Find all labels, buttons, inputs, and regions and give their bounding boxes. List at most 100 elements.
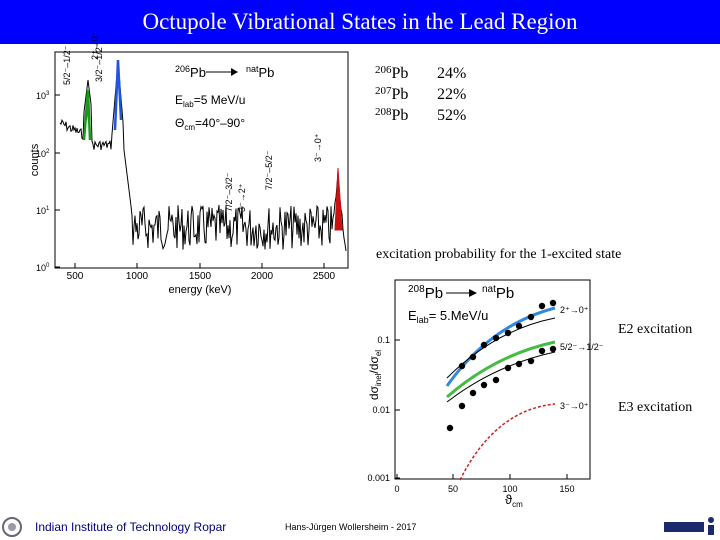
side-label: E2 excitation xyxy=(618,322,692,337)
data-point xyxy=(469,353,477,361)
base: 10 xyxy=(36,91,46,101)
data-point xyxy=(549,299,557,307)
reaction: 208Pb natPb xyxy=(408,284,514,302)
symbol: Pb xyxy=(496,285,514,302)
x-tick-label: 500 xyxy=(67,271,84,282)
sub: cm xyxy=(184,123,195,132)
peak-green xyxy=(82,89,92,141)
data-point xyxy=(458,362,466,370)
plot-frame xyxy=(394,279,591,480)
symbol: Pb xyxy=(190,65,206,80)
x-tick-label: 2500 xyxy=(313,271,336,282)
reaction: 206Pb natPb xyxy=(175,64,274,80)
mass: 207 xyxy=(375,85,392,97)
y-tick-label: 103 xyxy=(36,91,50,101)
data-point xyxy=(504,364,512,372)
y-tick-label: 0.01 xyxy=(372,405,390,415)
side-label: E3 excitation xyxy=(618,400,692,415)
data-point xyxy=(549,345,557,353)
curve-red xyxy=(459,403,556,481)
energy: Elab=5 MeV/u xyxy=(175,93,245,109)
exp: 1 xyxy=(46,206,50,212)
exp: 0 xyxy=(46,263,50,269)
mass: 206 xyxy=(175,64,190,74)
exp: 2 xyxy=(46,149,50,155)
share: 22% xyxy=(437,86,466,103)
data-point xyxy=(458,402,466,410)
institute-logo xyxy=(8,523,16,531)
curve-label: 2⁺→0⁺ xyxy=(560,305,589,315)
mass: nat xyxy=(482,284,496,295)
curve-green xyxy=(446,340,556,399)
mass: 208 xyxy=(375,106,392,118)
rest: =5 MeV/u xyxy=(194,93,246,107)
logo-block xyxy=(664,522,704,532)
base: 10 xyxy=(36,206,46,216)
peak-blue xyxy=(113,59,123,131)
symbol: E xyxy=(175,93,183,107)
sub: el xyxy=(374,350,383,356)
data-point xyxy=(446,424,454,432)
y-axis-label: dσinel/dσel xyxy=(367,350,383,400)
peak-label: 5/2⁻–1/2⁻ xyxy=(62,45,72,85)
logo-bar xyxy=(708,525,714,535)
data-point xyxy=(538,347,546,355)
x-tick-label: 1000 xyxy=(126,271,149,282)
symbol: E xyxy=(408,308,417,323)
sub: lab xyxy=(183,100,194,109)
y-tick-label: 102 xyxy=(36,149,50,159)
angle: Θcm=40°–90° xyxy=(175,116,245,132)
part: dσ xyxy=(367,385,381,400)
data-point xyxy=(480,381,488,389)
symbol: Pb xyxy=(392,86,409,103)
share: 52% xyxy=(437,107,466,124)
x-tick-label: 100 xyxy=(502,484,517,494)
x-tick-label: 1500 xyxy=(189,271,212,282)
sub: lab xyxy=(417,315,429,325)
x-tick-label: 150 xyxy=(559,484,574,494)
caption: excitation probability for the 1-excited… xyxy=(376,247,621,262)
institute: Indian Institute of Technology Ropar xyxy=(35,520,226,534)
symbol: Pb xyxy=(425,285,443,302)
x-tick-label: 50 xyxy=(448,484,458,494)
data-point xyxy=(527,357,535,365)
spectrum-trace xyxy=(59,61,347,251)
data-point xyxy=(515,360,523,368)
spectrum-figure: counts energy (keV) 206Pb natPb Elab=5 Me… xyxy=(29,31,349,296)
x-tick-label: 0 xyxy=(394,484,399,494)
peak-red xyxy=(334,167,343,231)
rest: =40°–90° xyxy=(195,116,245,130)
isotope: 207Pb xyxy=(375,85,408,103)
symbol: Pb xyxy=(392,107,409,124)
energy: Elab= 5.MeV/u xyxy=(408,308,488,325)
peak-label: 3/2⁻–1/2⁻ xyxy=(94,42,104,82)
peak-label: 7/2⁻–5/2⁻ xyxy=(264,150,274,190)
y-tick-label: 100 xyxy=(36,263,50,273)
spectrum-frame xyxy=(54,51,349,269)
slide-title: Octupole Vibrational States in the Lead … xyxy=(142,9,578,34)
y-tick-label: 101 xyxy=(36,206,50,216)
mass: 208 xyxy=(408,284,425,295)
base: 10 xyxy=(36,263,46,273)
symbol: ϑ xyxy=(505,492,513,507)
exp: 3 xyxy=(46,91,50,97)
y-tick-label: 0.1 xyxy=(377,335,390,345)
data-point xyxy=(504,329,512,337)
data-point xyxy=(527,313,535,321)
isotope-table: 206Pb 24%207Pb 22%208Pb 52% xyxy=(375,64,466,124)
logo-dot xyxy=(708,517,714,523)
data-point xyxy=(469,389,477,397)
data-point xyxy=(480,341,488,349)
label-box xyxy=(612,396,708,416)
peak-label: 2⁺→0⁺ xyxy=(90,31,100,60)
symbol: Pb xyxy=(392,65,409,82)
probability-figure: 208Pb natPb Elab= 5.MeV/u dσinel/dσel ϑcm… xyxy=(367,279,604,509)
mass: 206 xyxy=(375,64,392,76)
curve-label: 3⁻→0⁺ xyxy=(560,401,589,411)
mass: nat xyxy=(246,64,259,74)
arrow-head xyxy=(231,68,238,76)
y-axis-label: counts xyxy=(29,143,41,176)
arrow-head xyxy=(469,289,477,297)
